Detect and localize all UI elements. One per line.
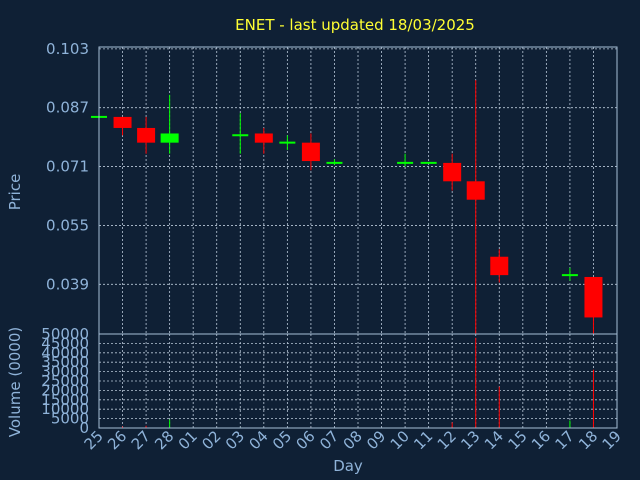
x-tick-label: 12: [434, 427, 460, 453]
x-tick-label: 03: [222, 427, 248, 453]
volume-axis-label: Volume (0000): [6, 327, 24, 437]
x-tick-label: 07: [316, 427, 342, 453]
price-tick-label: 0.087: [46, 99, 89, 117]
volume-tick-label: 30000: [41, 363, 89, 381]
x-tick-label: 18: [575, 427, 601, 453]
price-tick-label: 0.103: [46, 40, 89, 58]
x-tick-label: 10: [387, 427, 413, 453]
x-tick-label: 11: [410, 427, 436, 453]
chart-title: ENET - last updated 18/03/2025: [235, 16, 475, 34]
volume-tick-label: 50000: [41, 325, 89, 343]
x-axis-label: Day: [333, 457, 363, 475]
price-tick-label: 0.071: [46, 158, 89, 176]
candle-body: [137, 127, 156, 143]
candle-body: [584, 276, 603, 318]
volume-frame: [98, 333, 618, 429]
x-tick-label: 16: [528, 427, 554, 453]
volume-tick-label: 35000: [41, 353, 89, 371]
x-tick-label: 19: [599, 427, 625, 453]
candle-body: [490, 256, 509, 276]
x-tick-label: 13: [457, 427, 483, 453]
x-tick-label: 04: [245, 427, 271, 453]
volume-panel: 5000045000400003500030000250002000015000…: [41, 325, 618, 437]
volume-tick-label: 45000: [41, 334, 89, 352]
candle-body: [254, 133, 273, 143]
price-tick-label: 0.039: [46, 275, 89, 293]
candle-body: [160, 133, 179, 143]
x-tick-label: 27: [128, 427, 154, 453]
price-frame: [98, 46, 618, 335]
x-tick-label: 17: [552, 427, 578, 453]
x-tick-label: 06: [293, 427, 319, 453]
price-panel: 0.103 0.087 0.071 0.055 0.039: [46, 40, 618, 335]
volume-tick-label: 25000: [41, 372, 89, 390]
volume-tick-label: 5000: [51, 410, 89, 428]
candle-body: [301, 142, 320, 162]
price-axis-label: Price: [6, 174, 24, 211]
x-tick-label: 15: [504, 427, 530, 453]
x-tick-label: 01: [175, 427, 201, 453]
volume-tick-label: 40000: [41, 344, 89, 362]
x-tick-label: 26: [104, 427, 130, 453]
x-tick-label: 28: [151, 427, 177, 453]
price-tick-label: 0.055: [46, 216, 89, 234]
candle-body: [466, 181, 485, 200]
x-tick-label: 05: [269, 427, 295, 453]
candle-body: [113, 116, 132, 128]
volume-tick-label: 10000: [41, 400, 89, 418]
x-tick-label: 09: [363, 427, 389, 453]
volume-tick-label: 0: [79, 419, 89, 437]
x-axis: 2526272801020304050607080910111213141516…: [81, 427, 625, 453]
x-tick-label: 02: [198, 427, 224, 453]
x-tick-label: 14: [481, 427, 507, 453]
x-tick-label: 08: [340, 427, 366, 453]
volume-tick-label: 20000: [41, 381, 89, 399]
volume-tick-label: 15000: [41, 391, 89, 409]
candle-body: [443, 162, 462, 182]
